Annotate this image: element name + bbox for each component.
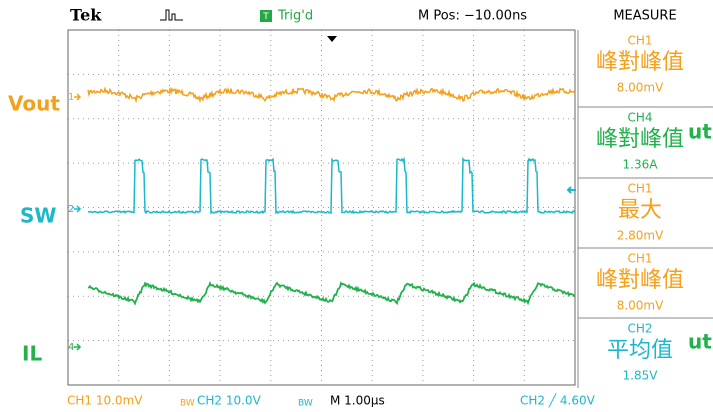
measure-name: 峰對峰值	[596, 127, 684, 152]
wave-ch1	[87, 86, 576, 104]
acq-icon	[160, 9, 183, 21]
channel-arrow	[74, 93, 82, 101]
channel-arrow	[74, 205, 82, 213]
trigger-level-marker	[566, 186, 576, 194]
channel-arrow	[74, 343, 82, 351]
channel-label: IL	[22, 342, 42, 366]
measure-name: 峰對峰值	[596, 268, 684, 293]
measure-value: 8.00mV	[617, 299, 664, 313]
measure-name: 最大	[618, 198, 662, 223]
trig-icon	[260, 10, 272, 22]
clipped-text: ut	[688, 120, 712, 144]
footer-ch1-bw: BW	[180, 399, 195, 409]
footer-timebase: M 1.00µs	[330, 394, 385, 408]
wave-ch4	[87, 280, 576, 306]
footer-trigger: CH2 ╱ 4.60V	[520, 393, 596, 408]
waveforms	[87, 86, 576, 306]
position: M Pos: −10.00ns	[418, 9, 527, 24]
channel-label: SW	[20, 204, 56, 228]
channel-label: Vout	[8, 92, 60, 116]
graticule-border	[67, 29, 576, 386]
trig-icon-letter: T	[262, 12, 269, 22]
measure-source: CH4	[627, 111, 652, 125]
clipped-text: ut	[688, 330, 712, 354]
trigger-pos-marker	[327, 36, 337, 42]
measure-name: 峰對峰值	[596, 50, 684, 75]
channel-marker: 1	[68, 92, 74, 103]
measure-value: 2.80mV	[617, 229, 664, 243]
footer-ch2-bw: BW	[298, 399, 313, 409]
measure-value: 1.36A	[623, 158, 659, 172]
measure-name: 平均值	[607, 338, 673, 363]
wave-ch2	[87, 156, 576, 215]
measure-source: CH2	[627, 322, 652, 336]
brand: Tek	[70, 6, 102, 25]
measure-source: CH1	[627, 182, 652, 196]
measure-value: 8.00mV	[617, 81, 664, 95]
measure-panel: CH1 峰對峰值 8.00mV CH4 峰對峰值 1.36A CH1 最大 2.80mV CH1 峰…	[577, 30, 713, 388]
channel-labels: Vout 1 SW 2 IL 4	[8, 92, 82, 366]
graticule	[68, 30, 575, 385]
footer-ch2: CH2 10.0V	[197, 394, 262, 408]
trigger-status: Trig'd	[277, 9, 313, 24]
measure-source: CH1	[627, 34, 652, 48]
channel-marker: 4	[68, 342, 74, 353]
measure-value: 1.85V	[623, 369, 659, 383]
measure-source: CH1	[627, 252, 652, 266]
footer-ch1: CH1 10.0mV	[67, 394, 143, 408]
menu-title: MEASURE	[613, 9, 676, 24]
channel-marker: 2	[68, 204, 74, 215]
